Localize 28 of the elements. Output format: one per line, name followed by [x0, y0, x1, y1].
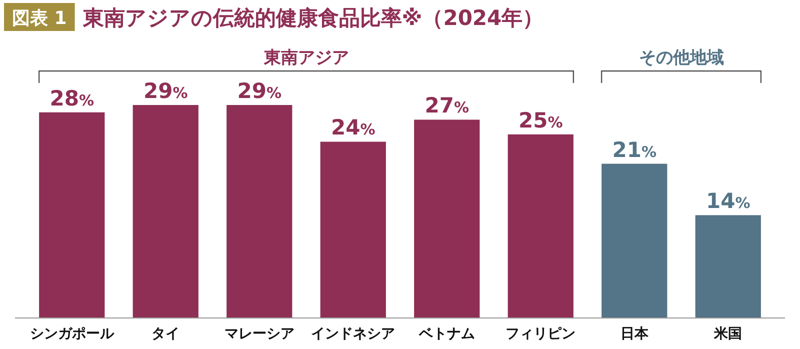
text: 図表 1 — [12, 8, 67, 29]
bar — [226, 105, 292, 318]
data-label: 14% — [706, 189, 750, 214]
bar — [414, 120, 480, 318]
bar — [695, 215, 761, 318]
data-label: 27% — [424, 94, 470, 118]
data-label: 24% — [330, 116, 376, 140]
x-tick-label: インドネシア — [311, 326, 396, 342]
bar — [39, 112, 105, 318]
data-label: 25% — [518, 108, 563, 132]
bar — [508, 134, 574, 318]
x-tick-label: ベトナム — [418, 326, 475, 342]
x-tick-label: 日本 — [620, 326, 650, 342]
x-tick-label: タイ — [152, 326, 180, 342]
bar — [132, 105, 198, 318]
x-tick-label: フィリピン — [506, 326, 576, 342]
x-tick-label: シンガポール — [30, 326, 115, 342]
bar — [320, 142, 386, 318]
text: 東南アジア — [262, 48, 349, 68]
data-label: 21% — [612, 138, 657, 162]
x-tick-label: マレーシア — [224, 326, 294, 342]
data-label: 28% — [50, 86, 94, 110]
data-label: 29% — [237, 79, 282, 103]
chart-title: 東南アジアの伝統的健康食品比率※（2024年） — [82, 6, 544, 30]
data-label: 29% — [143, 79, 188, 103]
bar — [602, 164, 668, 318]
text: その他地域 — [638, 48, 724, 68]
x-tick-label: 米国 — [713, 326, 742, 342]
